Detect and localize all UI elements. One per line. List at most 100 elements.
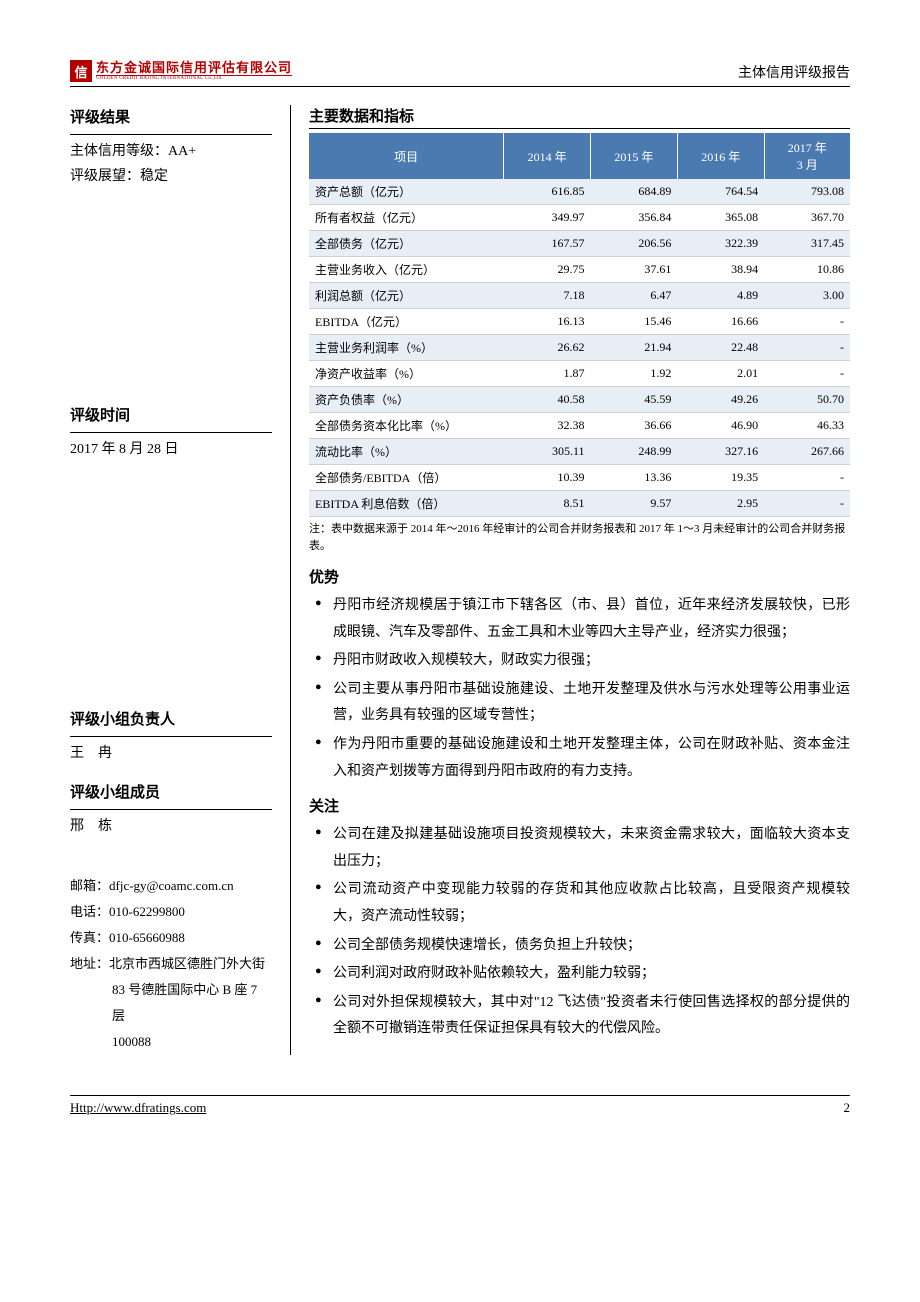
table-cell: 1.87 bbox=[504, 361, 591, 387]
table-cell: 2.01 bbox=[677, 361, 764, 387]
right-column: 主要数据和指标 项目2014 年2015 年2016 年2017 年3 月 资产… bbox=[290, 105, 850, 1055]
table-cell: 21.94 bbox=[591, 335, 678, 361]
team-leader-title: 评级小组负责人 bbox=[70, 707, 272, 737]
concerns-list: 公司在建及拟建基础设施项目投资规模较大，未来资金需求较大，面临较大资本支出压力；… bbox=[309, 822, 850, 1043]
table-cell: 365.08 bbox=[677, 205, 764, 231]
list-item: 公司主要从事丹阳市基础设施建设、土地开发整理及供水与污水处理等公用事业运营，业务… bbox=[313, 677, 850, 730]
table-cell: 305.11 bbox=[504, 439, 591, 465]
table-cell: 19.35 bbox=[677, 465, 764, 491]
table-cell: 10.86 bbox=[764, 257, 850, 283]
table-cell: 167.57 bbox=[504, 231, 591, 257]
table-cell: 32.38 bbox=[504, 413, 591, 439]
logo-mark: 信 bbox=[70, 60, 92, 82]
table-cell: 46.33 bbox=[764, 413, 850, 439]
table-cell: 10.39 bbox=[504, 465, 591, 491]
table-cell: 367.70 bbox=[764, 205, 850, 231]
table-row: 流动比率（%）305.11248.99327.16267.66 bbox=[309, 439, 850, 465]
table-cell: 资产负债率（%） bbox=[309, 387, 504, 413]
table-cell: 16.66 bbox=[677, 309, 764, 335]
page-footer: Http://www.dfratings.com 2 bbox=[70, 1095, 850, 1116]
table-cell: 40.58 bbox=[504, 387, 591, 413]
table-cell: 利润总额（亿元） bbox=[309, 283, 504, 309]
table-cell: 3.00 bbox=[764, 283, 850, 309]
contact-phone: 电话：010-62299800 bbox=[70, 899, 272, 925]
contact-address: 地址：北京市西城区德胜门外大街 bbox=[70, 951, 272, 977]
strengths-heading: 优势 bbox=[309, 566, 850, 587]
table-cell: 45.59 bbox=[591, 387, 678, 413]
team-member-value: 邢 栋 bbox=[70, 814, 272, 839]
table-cell: 684.89 bbox=[591, 179, 678, 205]
table-row: 净资产收益率（%）1.871.922.01- bbox=[309, 361, 850, 387]
team-leader-value: 王 冉 bbox=[70, 741, 272, 766]
table-cell: 356.84 bbox=[591, 205, 678, 231]
rating-line: 主体信用等级：AA+ bbox=[70, 139, 272, 164]
table-col-header: 2015 年 bbox=[591, 133, 678, 179]
table-cell: 22.48 bbox=[677, 335, 764, 361]
table-cell: 50.70 bbox=[764, 387, 850, 413]
table-cell: 327.16 bbox=[677, 439, 764, 465]
table-row: 利润总额（亿元）7.186.474.893.00 bbox=[309, 283, 850, 309]
table-cell: 29.75 bbox=[504, 257, 591, 283]
logo-company-en: GOLDEN CREDIT RATING INTERNATIONAL Co.,L… bbox=[96, 76, 292, 81]
list-item: 公司流动资产中变现能力较弱的存货和其他应收款占比较高，且受限资产规模较大，资产流… bbox=[313, 877, 850, 930]
concerns-heading: 关注 bbox=[309, 795, 850, 816]
table-col-header: 项目 bbox=[309, 133, 504, 179]
table-row: 所有者权益（亿元）349.97356.84365.08367.70 bbox=[309, 205, 850, 231]
list-item: 公司利润对政府财政补贴依赖较大，盈利能力较弱； bbox=[313, 961, 850, 988]
table-cell: - bbox=[764, 309, 850, 335]
table-cell: 13.36 bbox=[591, 465, 678, 491]
list-item: 公司对外担保规模较大，其中对"12 飞达债"投资者未行使回售选择权的部分提供的全… bbox=[313, 990, 850, 1043]
table-cell: 流动比率（%） bbox=[309, 439, 504, 465]
table-cell: 资产总额（亿元） bbox=[309, 179, 504, 205]
table-cell: 所有者权益（亿元） bbox=[309, 205, 504, 231]
list-item: 公司全部债务规模快速增长，债务负担上升较快； bbox=[313, 933, 850, 960]
footer-url[interactable]: Http://www.dfratings.com bbox=[70, 1100, 206, 1116]
outlook-line: 评级展望：稳定 bbox=[70, 164, 272, 189]
table-cell: 4.89 bbox=[677, 283, 764, 309]
table-row: 主营业务收入（亿元）29.7537.6138.9410.86 bbox=[309, 257, 850, 283]
table-cell: 26.62 bbox=[504, 335, 591, 361]
table-cell: 全部债务（亿元） bbox=[309, 231, 504, 257]
table-cell: 267.66 bbox=[764, 439, 850, 465]
table-cell: 全部债务/EBITDA（倍） bbox=[309, 465, 504, 491]
page-number: 2 bbox=[844, 1100, 851, 1116]
table-cell: 248.99 bbox=[591, 439, 678, 465]
table-row: EBITDA（亿元）16.1315.4616.66- bbox=[309, 309, 850, 335]
table-cell: 46.90 bbox=[677, 413, 764, 439]
table-cell: 37.61 bbox=[591, 257, 678, 283]
list-item: 丹阳市经济规模居于镇江市下辖各区（市、县）首位，近年来经济发展较快，已形成眼镜、… bbox=[313, 593, 850, 646]
table-cell: 49.26 bbox=[677, 387, 764, 413]
table-cell: 2.95 bbox=[677, 491, 764, 517]
table-cell: 322.39 bbox=[677, 231, 764, 257]
rating-result-title: 评级结果 bbox=[70, 105, 272, 135]
table-col-header: 2016 年 bbox=[677, 133, 764, 179]
table-row: 全部债务资本化比率（%）32.3836.6646.9046.33 bbox=[309, 413, 850, 439]
table-cell: EBITDA（亿元） bbox=[309, 309, 504, 335]
strengths-list: 丹阳市经济规模居于镇江市下辖各区（市、县）首位，近年来经济发展较快，已形成眼镜、… bbox=[309, 593, 850, 785]
table-col-header: 2014 年 bbox=[504, 133, 591, 179]
company-logo: 信 东方金诚国际信用评估有限公司 GOLDEN CREDIT RATING IN… bbox=[70, 60, 292, 82]
team-member-title: 评级小组成员 bbox=[70, 780, 272, 810]
list-item: 公司在建及拟建基础设施项目投资规模较大，未来资金需求较大，面临较大资本支出压力； bbox=[313, 822, 850, 875]
contact-email: 邮箱：dfjc-gy@coamc.com.cn bbox=[70, 873, 272, 899]
table-cell: 38.94 bbox=[677, 257, 764, 283]
table-cell: 206.56 bbox=[591, 231, 678, 257]
left-column: 评级结果 主体信用等级：AA+ 评级展望：稳定 评级时间 2017 年 8 月 … bbox=[70, 105, 290, 1055]
table-footnote: 注：表中数据来源于 2014 年～2016 年经审计的公司合并财务报表和 201… bbox=[309, 521, 850, 554]
rating-time-value: 2017 年 8 月 28 日 bbox=[70, 437, 272, 462]
table-cell: 7.18 bbox=[504, 283, 591, 309]
table-row: 全部债务/EBITDA（倍）10.3913.3619.35- bbox=[309, 465, 850, 491]
contact-fax: 传真：010-65660988 bbox=[70, 925, 272, 951]
table-cell: 793.08 bbox=[764, 179, 850, 205]
rating-time-title: 评级时间 bbox=[70, 403, 272, 433]
page-header: 信 东方金诚国际信用评估有限公司 GOLDEN CREDIT RATING IN… bbox=[70, 60, 850, 87]
contact-address-l2: 83 号德胜国际中心 B 座 7 层 bbox=[70, 977, 272, 1029]
table-col-header: 2017 年3 月 bbox=[764, 133, 850, 179]
table-row: 全部债务（亿元）167.57206.56322.39317.45 bbox=[309, 231, 850, 257]
table-cell: - bbox=[764, 335, 850, 361]
table-row: EBITDA 利息倍数（倍）8.519.572.95- bbox=[309, 491, 850, 517]
list-item: 作为丹阳市重要的基础设施建设和土地开发整理主体，公司在财政补贴、资本金注入和资产… bbox=[313, 732, 850, 785]
data-table-title: 主要数据和指标 bbox=[309, 105, 850, 129]
table-cell: 1.92 bbox=[591, 361, 678, 387]
table-cell: - bbox=[764, 465, 850, 491]
